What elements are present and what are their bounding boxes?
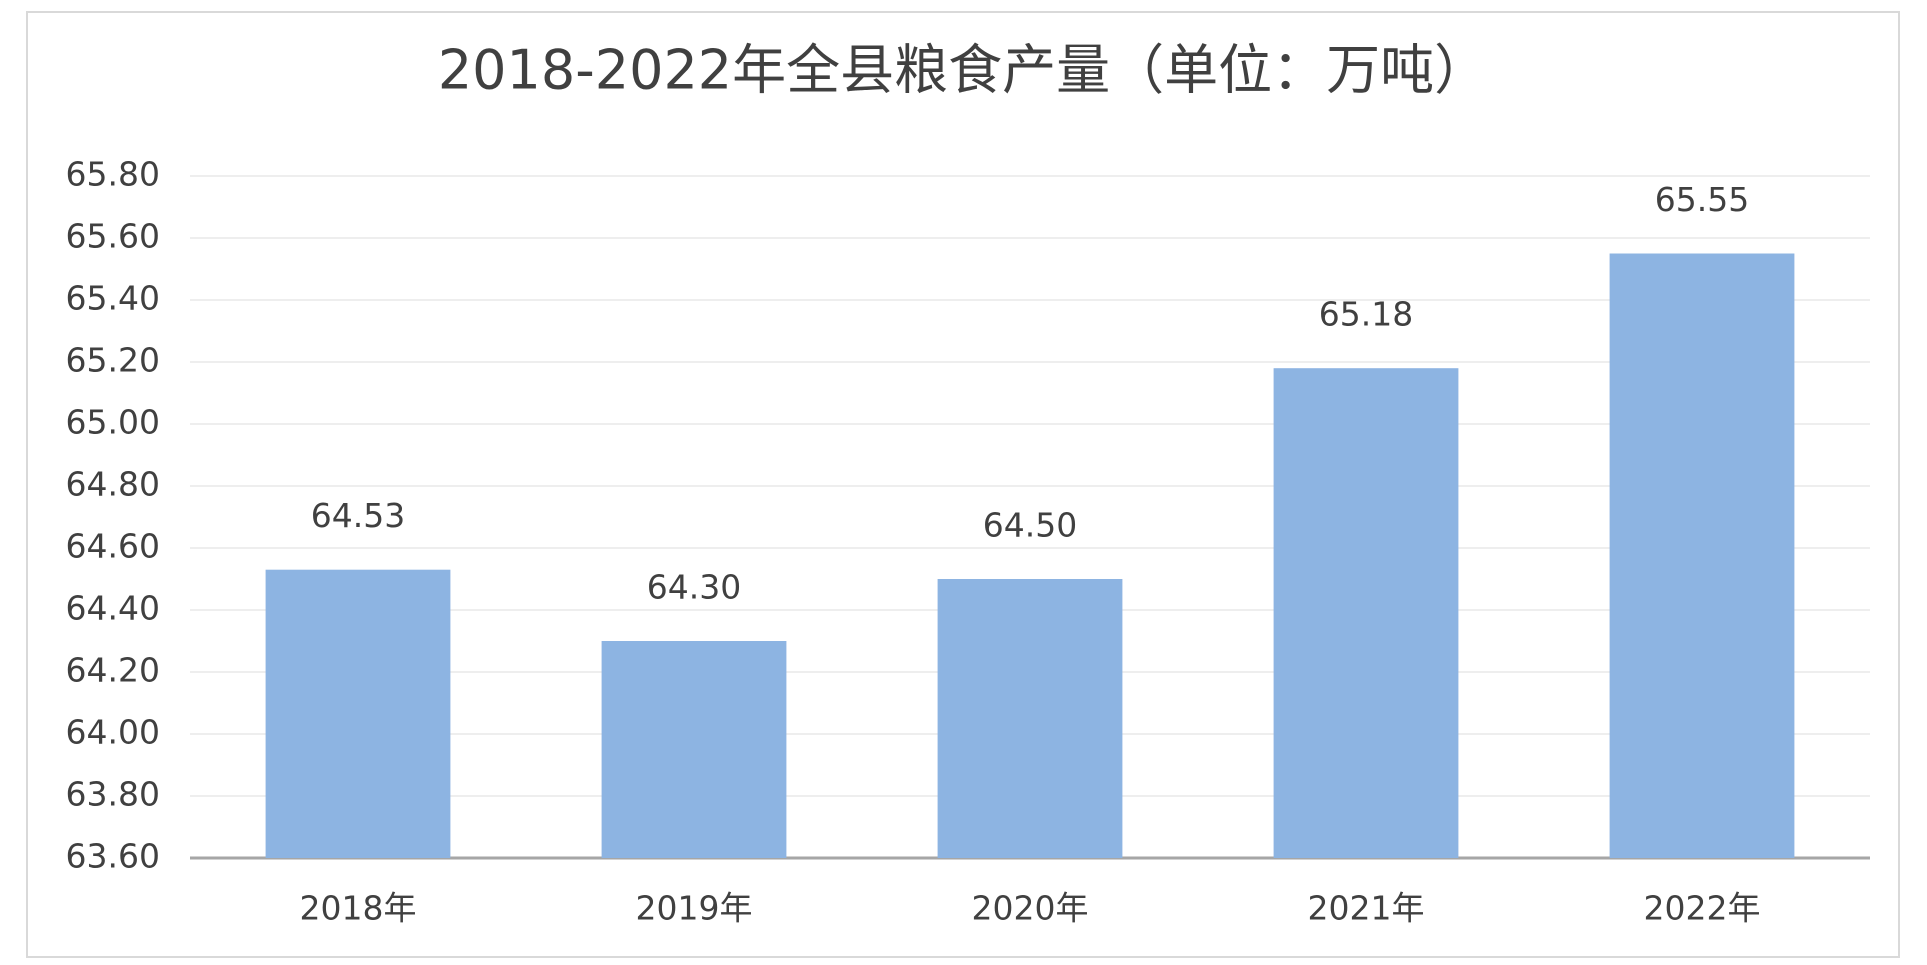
data-label: 65.18: [1319, 295, 1413, 334]
y-tick-label: 63.60: [66, 837, 160, 876]
x-tick-label: 2022年: [1644, 889, 1761, 928]
y-tick-label: 64.60: [66, 527, 160, 566]
bar: [265, 569, 451, 858]
y-tick-label: 65.40: [66, 279, 160, 318]
x-tick-label: 2021年: [1308, 889, 1425, 928]
y-tick-label: 65.80: [66, 155, 160, 194]
y-tick-label: 64.80: [66, 465, 160, 504]
data-label: 64.53: [311, 496, 405, 535]
data-label: 64.50: [983, 506, 1077, 545]
data-label: 65.55: [1655, 180, 1749, 219]
bar: [937, 579, 1123, 858]
y-tick-label: 64.20: [66, 651, 160, 690]
bar: [1609, 253, 1795, 858]
bar: [1273, 368, 1459, 858]
x-tick-label: 2020年: [972, 889, 1089, 928]
x-tick-label: 2018年: [300, 889, 417, 928]
y-tick-label: 64.00: [66, 713, 160, 752]
y-tick-label: 65.20: [66, 341, 160, 380]
y-tick-label: 63.80: [66, 775, 160, 814]
y-tick-label: 64.40: [66, 589, 160, 628]
bar: [601, 641, 787, 858]
x-tick-label: 2019年: [636, 889, 753, 928]
y-tick-label: 65.00: [66, 403, 160, 442]
y-tick-label: 65.60: [66, 217, 160, 256]
data-label: 64.30: [647, 568, 741, 607]
chart-title: 2018-2022年全县粮食产量（单位：万吨）: [438, 39, 1488, 102]
